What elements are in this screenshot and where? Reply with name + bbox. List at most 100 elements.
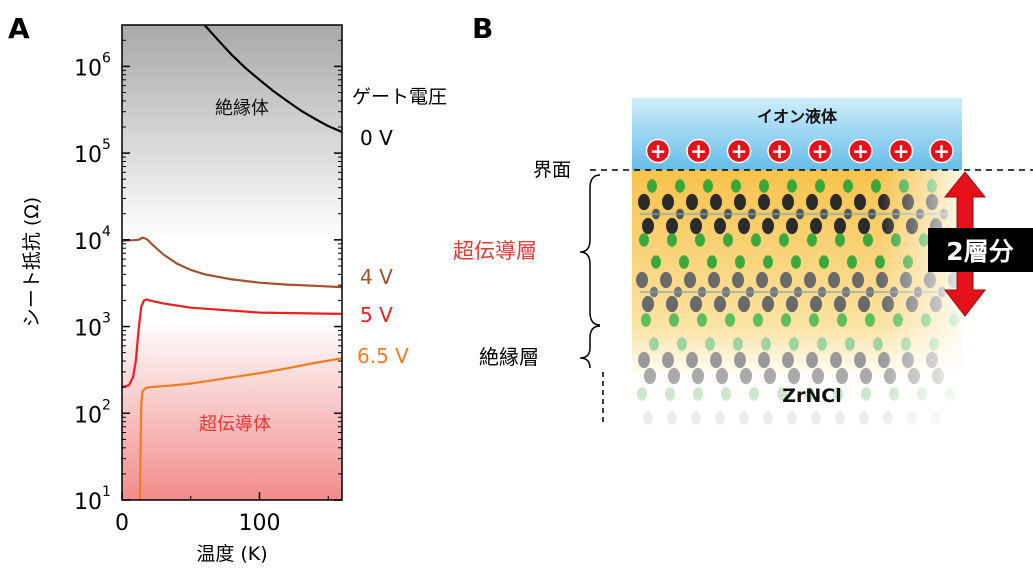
atom-icon — [686, 351, 698, 369]
atom-icon — [863, 233, 873, 247]
atom-icon — [786, 295, 798, 313]
legend-title: ゲート電圧 — [352, 86, 447, 108]
x-axis-label: 温度 (K) — [196, 543, 267, 565]
atom-icon — [804, 271, 816, 289]
atom-icon — [807, 233, 817, 247]
cation-plus: + — [933, 139, 950, 163]
cation-plus: + — [650, 139, 667, 163]
atom-icon — [782, 193, 794, 211]
atom-icon — [714, 295, 726, 313]
atom-icon — [649, 337, 659, 351]
cation-plus: + — [852, 139, 869, 163]
x-tick-label: 0 — [115, 511, 129, 536]
atom-icon — [834, 217, 846, 235]
atom-icon — [835, 233, 845, 247]
atom-icon — [732, 271, 744, 289]
ionic-liquid-label: イオン液体 — [757, 107, 838, 126]
atom-icon — [708, 271, 720, 289]
y-tick-label: 10 — [74, 230, 102, 255]
atom-icon — [647, 179, 657, 193]
atom-icon — [662, 351, 674, 369]
curve-label-5v: 5 V — [360, 303, 393, 327]
atom-icon — [830, 193, 842, 211]
atom-icon — [787, 179, 797, 193]
region-label-insulator: 絶縁体 — [215, 98, 269, 119]
y-tick-exponent: 5 — [102, 137, 111, 153]
superconducting-layer-brace — [579, 174, 601, 326]
y-tick-label: 10 — [74, 490, 102, 515]
atom-icon — [651, 255, 661, 269]
atom-icon — [837, 313, 847, 327]
atom-icon — [830, 351, 842, 369]
atom-icon — [751, 233, 761, 247]
atom-icon — [858, 295, 870, 313]
atom-icon — [690, 217, 702, 235]
plot-frame — [121, 24, 343, 501]
atom-icon — [865, 313, 875, 327]
y-tick-label: 10 — [74, 317, 102, 342]
curve-label-6-5v: 6.5 V — [357, 344, 409, 368]
atom-icon — [806, 193, 818, 211]
atom-icon — [641, 313, 651, 327]
atom-icon — [834, 295, 846, 313]
curve-label-0v: 0 V — [360, 126, 393, 150]
atom-icon — [809, 313, 819, 327]
cation-icon — [888, 138, 914, 164]
atom-icon — [781, 313, 791, 327]
y-tick-label: 10 — [74, 403, 102, 428]
cation-plus: + — [893, 139, 910, 163]
crystal-fade-bottom — [632, 380, 962, 460]
atom-icon — [660, 271, 672, 289]
atom-icon — [847, 255, 857, 269]
atom-icon — [662, 193, 674, 211]
atom-icon — [854, 351, 866, 369]
atom-icon — [675, 179, 685, 193]
atom-icon — [636, 271, 648, 289]
atom-icon — [763, 255, 773, 269]
atom-icon — [686, 193, 698, 211]
insulator-region — [122, 25, 342, 240]
region-label-superconductor: 超伝導体 — [199, 414, 271, 435]
series-line-3 — [138, 357, 342, 500]
superconductor-region — [122, 320, 342, 500]
atom-icon — [714, 217, 726, 235]
atom-icon — [789, 337, 799, 351]
atom-icon — [695, 233, 705, 247]
atom-icon — [756, 271, 768, 289]
cation-icon — [929, 138, 954, 164]
y-axis-label: シート抵抗 (Ω) — [21, 197, 43, 327]
cation-icon — [807, 138, 833, 164]
series-line-0 — [203, 25, 342, 134]
panel-b-letter: B — [472, 12, 493, 45]
panel-a-letter: A — [8, 12, 30, 45]
atom-icon — [815, 179, 825, 193]
atom-icon — [791, 255, 801, 269]
atom-icon — [677, 337, 687, 351]
atom-icon — [753, 313, 763, 327]
atom-icon — [710, 193, 722, 211]
atom-icon — [703, 179, 713, 193]
atom-icon — [705, 337, 715, 351]
atom-icon — [761, 337, 771, 351]
atom-icon — [738, 217, 750, 235]
atom-icon — [758, 351, 770, 369]
atom-icon — [786, 217, 798, 235]
atom-icon — [666, 217, 678, 235]
cation-icon — [767, 138, 792, 164]
atom-icon — [780, 271, 792, 289]
atom-icon — [828, 271, 840, 289]
atom-icon — [679, 255, 689, 269]
atom-icon — [697, 313, 707, 327]
insulating-layer-brace — [579, 325, 601, 369]
cation-plus: + — [771, 139, 788, 163]
atom-icon — [817, 337, 827, 351]
atom-icon — [684, 271, 696, 289]
atom-icon — [854, 193, 866, 211]
atom-icon — [666, 295, 678, 313]
y-tick-exponent: 3 — [102, 311, 111, 327]
insulating-layer-label: 絶縁層 — [479, 345, 539, 369]
atom-icon — [858, 217, 870, 235]
atom-icon — [779, 233, 789, 247]
atom-icon — [810, 217, 822, 235]
